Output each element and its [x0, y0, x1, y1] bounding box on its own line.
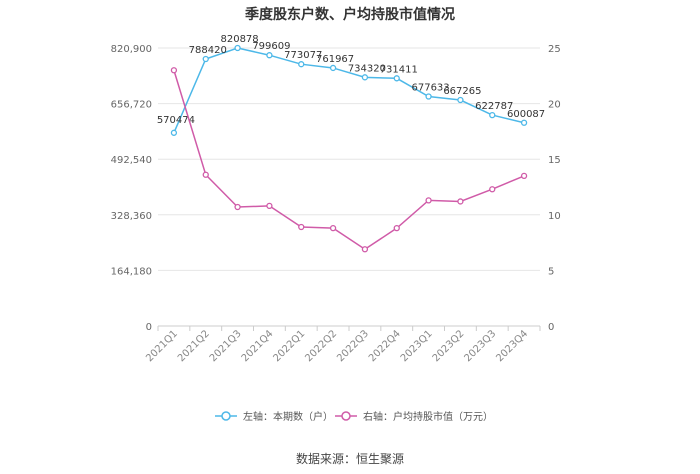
data-point	[520, 119, 528, 126]
data-label: 677633	[411, 83, 449, 94]
y-left-tick-label: 656,720	[111, 100, 152, 111]
x-tick-label: 2021Q4	[240, 328, 276, 364]
y-left-tick-label: 820,900	[111, 44, 152, 55]
data-label: 734320	[348, 63, 386, 74]
x-tick-label: 2023Q1	[399, 328, 435, 364]
x-tick-label: 2022Q3	[335, 328, 371, 364]
data-label: 761967	[316, 54, 354, 65]
data-label: 622787	[475, 101, 513, 112]
data-point	[266, 52, 273, 59]
legend-label: 右轴：户均持股市值（万元）	[363, 410, 493, 423]
legend-label: 左轴：本期数（户）	[243, 410, 333, 423]
x-tick-label: 2023Q4	[494, 328, 530, 364]
y-left-tick-label: 492,540	[111, 155, 152, 166]
data-label: 820878	[220, 34, 258, 45]
data-point	[202, 55, 209, 63]
data-label: 788420	[189, 45, 227, 56]
data-label: 600087	[507, 109, 545, 120]
x-tick-label: 2023Q3	[463, 328, 499, 364]
data-label: 667265	[443, 86, 481, 97]
x-tick-label: 2021Q3	[208, 328, 244, 364]
data-point	[520, 172, 528, 180]
y-left-tick-label: 328,360	[111, 211, 152, 222]
data-point	[298, 61, 305, 68]
data-point	[425, 197, 432, 204]
y-right-tick-label: 15	[548, 155, 561, 166]
x-tick-label: 2022Q2	[303, 328, 339, 364]
y-right-tick-label: 0	[548, 322, 554, 333]
y-right-tick-label: 10	[548, 211, 561, 222]
data-source: 数据来源：恒生聚源	[295, 452, 404, 466]
data-point	[170, 67, 178, 74]
y-left-tick-label: 0	[146, 322, 152, 333]
data-point	[234, 203, 241, 211]
chart-title: 季度股东户数、户均持股市值情况	[245, 7, 455, 23]
data-point	[234, 44, 241, 52]
legend-swatch-marker	[221, 411, 231, 421]
data-point	[393, 75, 400, 82]
data-label: 570474	[157, 115, 195, 126]
data-label: 799609	[252, 41, 290, 52]
data-point	[457, 96, 464, 104]
y-right-tick-label: 5	[548, 266, 554, 277]
data-point	[298, 223, 305, 231]
data-point	[202, 171, 209, 178]
data-point	[489, 186, 496, 193]
data-point	[266, 202, 273, 210]
data-point	[170, 129, 178, 136]
data-point	[361, 74, 369, 81]
series-line	[173, 47, 525, 134]
legend-swatch-marker	[341, 411, 351, 421]
data-point	[457, 198, 464, 205]
data-point	[393, 224, 400, 232]
series-line	[173, 70, 525, 251]
y-right-tick-label: 25	[548, 44, 561, 55]
y-left-tick-label: 164,180	[111, 266, 152, 277]
x-tick-label: 2021Q1	[144, 328, 180, 364]
data-point	[329, 64, 337, 72]
x-tick-label: 2022Q4	[367, 328, 403, 364]
x-tick-label: 2021Q2	[176, 328, 212, 364]
data-label: 731411	[380, 64, 418, 75]
data-point	[425, 93, 432, 100]
data-point	[361, 246, 369, 253]
y-right-tick-label: 20	[548, 100, 561, 111]
data-label: 773077	[284, 50, 322, 61]
data-point	[329, 224, 337, 232]
x-tick-label: 2022Q1	[272, 328, 308, 364]
data-point	[489, 111, 496, 119]
x-tick-label: 2023Q2	[431, 328, 467, 364]
